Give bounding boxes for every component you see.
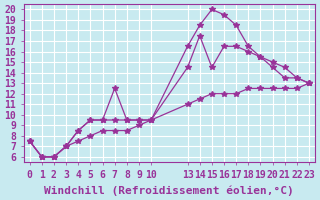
- X-axis label: Windchill (Refroidissement éolien,°C): Windchill (Refroidissement éolien,°C): [44, 185, 294, 196]
